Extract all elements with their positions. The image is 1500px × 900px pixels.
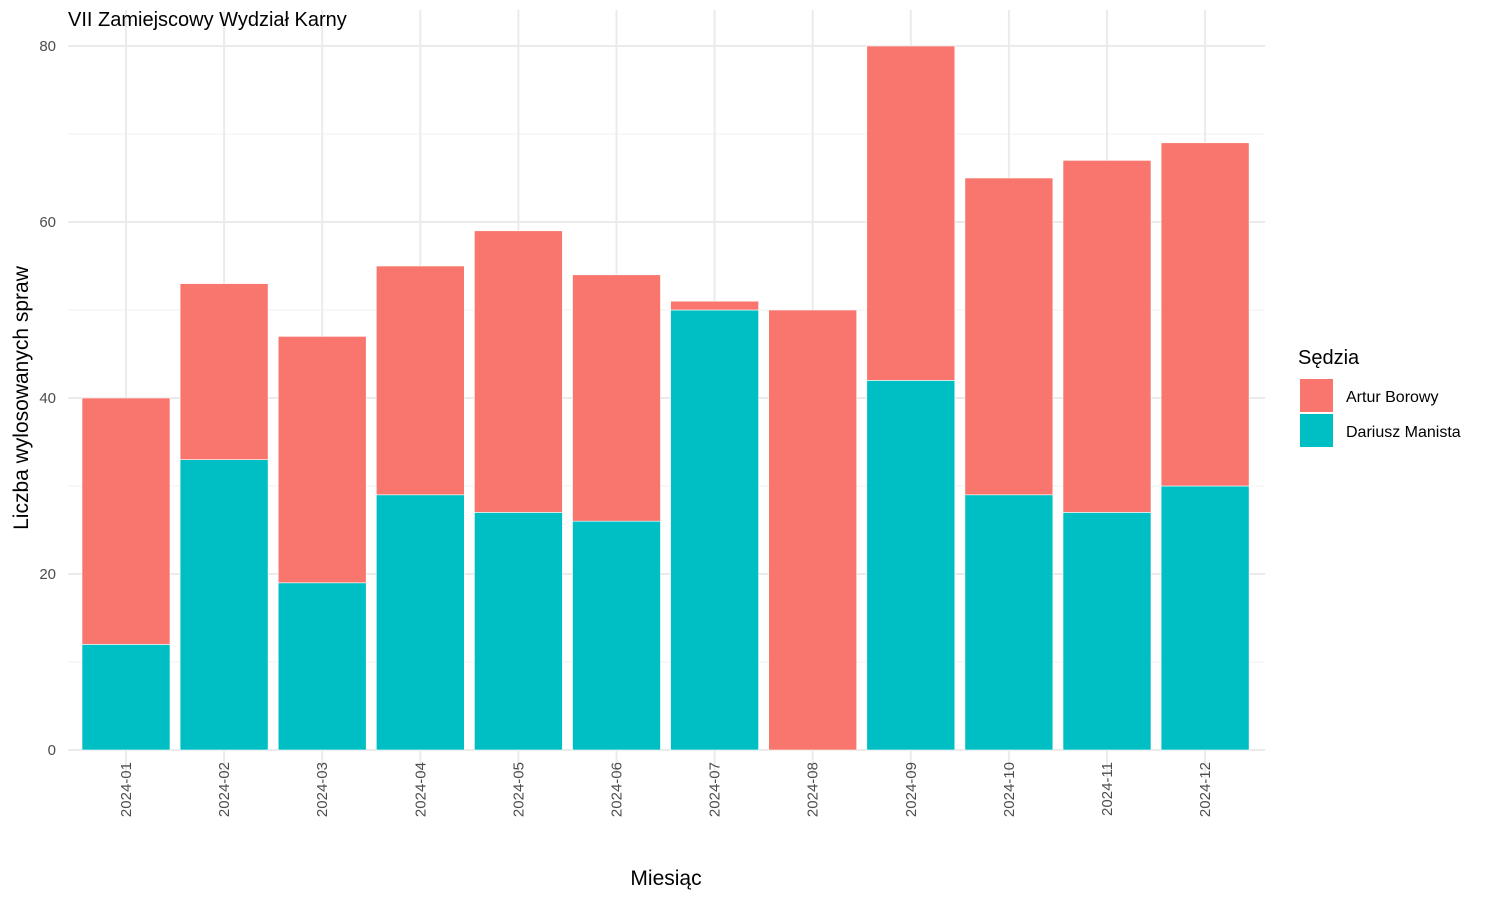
bar-artur-borowy-2024-08 [768,309,858,751]
bar-artur-borowy-2024-10 [964,177,1054,496]
y-tick-label: 60 [39,214,56,231]
bar-dariusz-manista-2024-07 [670,309,759,751]
legend-key-dariusz-manista [1300,414,1333,447]
x-tick-label: 2024-01 [118,762,135,817]
x-tick-label: 2024-05 [510,762,527,817]
y-tick-label: 20 [39,566,56,583]
legend-key-artur-borowy [1300,379,1333,412]
bar-dariusz-manista-2024-10 [964,494,1054,751]
y-tick-label: 0 [48,742,56,759]
bar-dariusz-manista-2024-06 [572,520,661,751]
x-axis-title: Miesiąc [630,867,701,890]
x-tick-label: 2024-10 [1001,762,1018,817]
bar-dariusz-manista-2024-12 [1160,485,1250,751]
bar-dariusz-manista-2024-11 [1062,512,1152,751]
bar-dariusz-manista-2024-04 [375,494,465,751]
x-tick-label: 2024-06 [609,762,626,817]
bar-dariusz-manista-2024-03 [277,582,367,751]
bar-artur-borowy-2024-07 [670,300,759,311]
x-tick-label: 2024-12 [1197,762,1214,817]
y-axis-ticks: 0 20 40 60 80 [39,38,56,759]
chart-title: VII Zamiejscowy Wydział Karny [68,9,347,31]
x-tick-label: 2024-11 [1099,762,1116,816]
y-axis-title: Liczba wylosowanych spraw [10,265,33,530]
x-tick-label: 2024-08 [805,762,822,817]
bar-artur-borowy-2024-03 [277,336,367,584]
bar-artur-borowy-2024-06 [572,274,661,522]
bar-dariusz-manista-2024-01 [81,644,171,751]
bar-artur-borowy-2024-01 [81,397,171,645]
bar-dariusz-manista-2024-02 [179,459,269,751]
x-tick-label: 2024-07 [707,762,724,817]
x-axis-ticks: 2024-01 2024-02 2024-03 2024-04 2024-05 2024-… [118,762,1214,817]
bar-artur-borowy-2024-09 [866,45,956,381]
bar-artur-borowy-2024-02 [179,283,269,460]
bar-artur-borowy-2024-05 [474,230,563,513]
bar-dariusz-manista-2024-09 [866,380,956,751]
x-tick-label: 2024-04 [412,762,429,817]
y-tick-label: 40 [39,390,56,407]
y-tick-label: 80 [39,38,56,55]
legend-title: Sędzia [1298,347,1360,369]
x-tick-label: 2024-02 [216,762,233,817]
bar-artur-borowy-2024-11 [1062,160,1152,513]
bars [81,45,1250,751]
bar-dariusz-manista-2024-05 [474,512,563,751]
x-tick-label: 2024-03 [314,762,331,817]
bar-artur-borowy-2024-04 [375,265,465,496]
bar-artur-borowy-2024-12 [1160,142,1250,487]
legend: Sędzia Artur Borowy Dariusz Manista [1298,347,1461,447]
legend-label-dariusz-manista: Dariusz Manista [1346,424,1461,441]
x-tick-label: 2024-09 [903,762,920,817]
legend-label-artur-borowy: Artur Borowy [1346,389,1438,406]
